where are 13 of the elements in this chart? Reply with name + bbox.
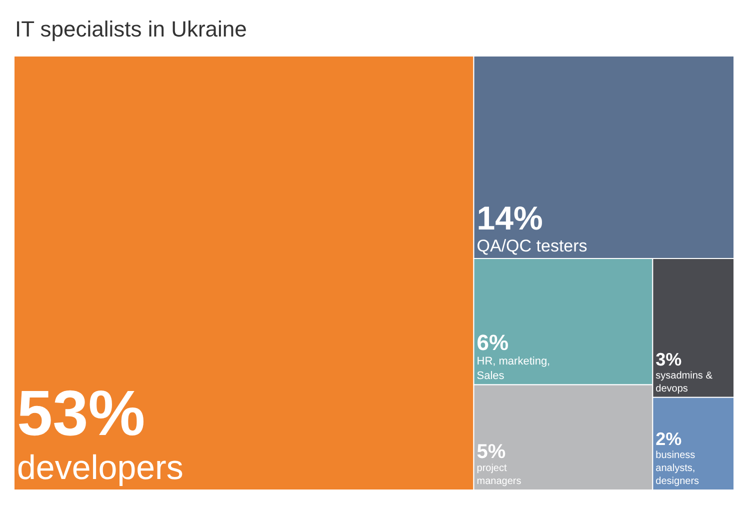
data-label: 14% — [476, 199, 543, 236]
data-label: 6% — [476, 330, 509, 356]
category-label: developers — [17, 449, 184, 487]
category-label: QA/QC testers — [476, 236, 588, 256]
data-label: 3% — [656, 349, 682, 370]
category-label: project managers — [476, 463, 522, 487]
category-label: business analysts, designers — [656, 450, 700, 487]
data-label: 53% — [17, 376, 146, 449]
data-label: 2% — [656, 429, 682, 449]
category-label: HR, marketing, Sales — [476, 355, 550, 382]
data-label: 5% — [476, 441, 506, 463]
text: IT specialists in Ukraine — [15, 16, 247, 42]
category-label: sysadmins & devops — [656, 370, 713, 394]
